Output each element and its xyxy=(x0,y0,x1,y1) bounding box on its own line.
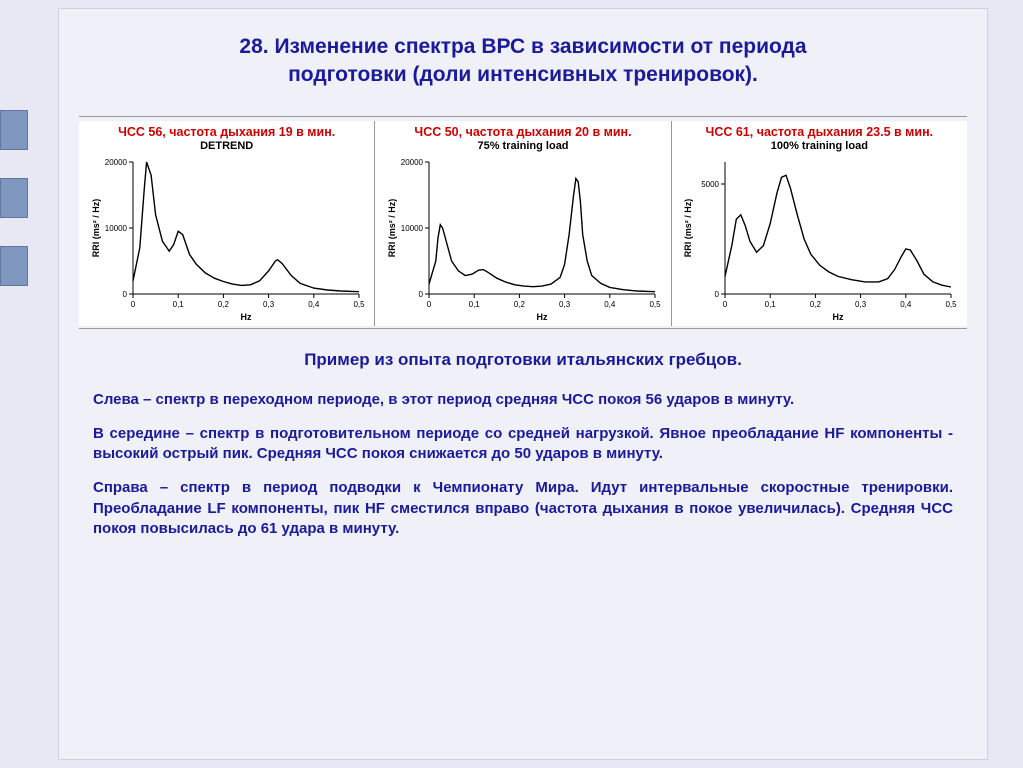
side-tab[interactable] xyxy=(0,178,28,218)
svg-text:0: 0 xyxy=(419,290,424,299)
chart-header: ЧСС 61, частота дыхания 23.5 в мин. xyxy=(678,125,961,139)
svg-text:0: 0 xyxy=(427,300,432,309)
svg-text:RRI (ms² / Hz): RRI (ms² / Hz) xyxy=(387,198,397,257)
svg-text:0,2: 0,2 xyxy=(810,300,822,309)
svg-text:0,4: 0,4 xyxy=(901,300,913,309)
svg-text:0,5: 0,5 xyxy=(649,300,661,309)
chart-subheader: 75% training load xyxy=(381,140,664,152)
svg-text:0,3: 0,3 xyxy=(559,300,571,309)
svg-text:Hz: Hz xyxy=(536,312,547,322)
paragraph-1: Слева – спектр в переходном периоде, в э… xyxy=(93,390,953,410)
chart-cell: ЧСС 50, частота дыхания 20 в мин.75% tra… xyxy=(374,121,670,326)
chart-header: ЧСС 50, частота дыхания 20 в мин. xyxy=(381,125,664,139)
svg-text:0,3: 0,3 xyxy=(263,300,275,309)
side-tab[interactable] xyxy=(0,110,28,150)
spectrum-chart-0: 0 0,1 0,2 0,3 0,4 0,5 0 10000 20000 Hz RRI (ms² / … xyxy=(87,154,367,324)
paragraph-3: Справа – спектр в период подводки к Чемп… xyxy=(93,478,953,539)
side-tab[interactable] xyxy=(0,246,28,286)
svg-text:0,5: 0,5 xyxy=(946,300,958,309)
svg-text:0,5: 0,5 xyxy=(353,300,365,309)
spectrum-chart-1: 0 0,1 0,2 0,3 0,4 0,5 0 10000 20000 Hz RRI (ms² / … xyxy=(383,154,663,324)
svg-text:0,1: 0,1 xyxy=(765,300,777,309)
svg-text:Hz: Hz xyxy=(240,312,251,322)
svg-text:5000: 5000 xyxy=(702,180,720,189)
title-line-2: подготовки (доли интенсивных тренировок)… xyxy=(288,63,758,86)
side-tabs xyxy=(0,110,28,314)
svg-text:0,2: 0,2 xyxy=(514,300,526,309)
svg-text:0,4: 0,4 xyxy=(308,300,320,309)
svg-text:RRI (ms² / Hz): RRI (ms² / Hz) xyxy=(683,198,693,257)
svg-text:0: 0 xyxy=(715,290,720,299)
chart-header: ЧСС 56, частота дыхания 19 в мин. xyxy=(85,125,368,139)
svg-text:Hz: Hz xyxy=(833,312,844,322)
slide: 28. Изменение спектра ВРС в зависимости … xyxy=(58,8,988,760)
svg-text:0,3: 0,3 xyxy=(855,300,867,309)
svg-text:0,4: 0,4 xyxy=(604,300,616,309)
svg-text:20000: 20000 xyxy=(104,158,127,167)
svg-text:RRI (ms² / Hz): RRI (ms² / Hz) xyxy=(91,198,101,257)
slide-title: 28. Изменение спектра ВРС в зависимости … xyxy=(59,9,987,90)
svg-text:0,2: 0,2 xyxy=(217,300,229,309)
chart-cell: ЧСС 61, частота дыхания 23.5 в мин.100% … xyxy=(671,121,967,326)
paragraph-2: В середине – спектр в подготовительном п… xyxy=(93,424,953,465)
svg-text:0,1: 0,1 xyxy=(469,300,481,309)
chart-cell: ЧСС 56, частота дыхания 19 в мин.DETREND… xyxy=(79,121,374,326)
body-text: Пример из опыта подготовки итальянских г… xyxy=(59,329,987,539)
svg-text:20000: 20000 xyxy=(401,158,424,167)
chart-subheader: DETREND xyxy=(85,140,368,152)
svg-text:10000: 10000 xyxy=(401,224,424,233)
subtitle: Пример из опыта подготовки итальянских г… xyxy=(93,349,953,372)
charts-row: ЧСС 56, частота дыхания 19 в мин.DETREND… xyxy=(79,116,967,329)
title-line-1: 28. Изменение спектра ВРС в зависимости … xyxy=(239,35,806,58)
chart-subheader: 100% training load xyxy=(678,140,961,152)
svg-text:10000: 10000 xyxy=(104,224,127,233)
svg-text:0,1: 0,1 xyxy=(172,300,184,309)
spectrum-chart-2: 0 0,1 0,2 0,3 0,4 0,5 0 5000 Hz RRI (ms² / Hz) xyxy=(679,154,959,324)
svg-text:0: 0 xyxy=(122,290,127,299)
svg-text:0: 0 xyxy=(130,300,135,309)
svg-text:0: 0 xyxy=(723,300,728,309)
